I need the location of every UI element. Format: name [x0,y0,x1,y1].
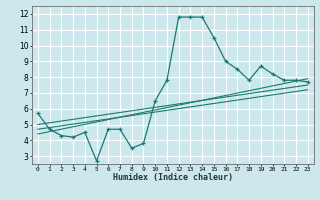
X-axis label: Humidex (Indice chaleur): Humidex (Indice chaleur) [113,173,233,182]
